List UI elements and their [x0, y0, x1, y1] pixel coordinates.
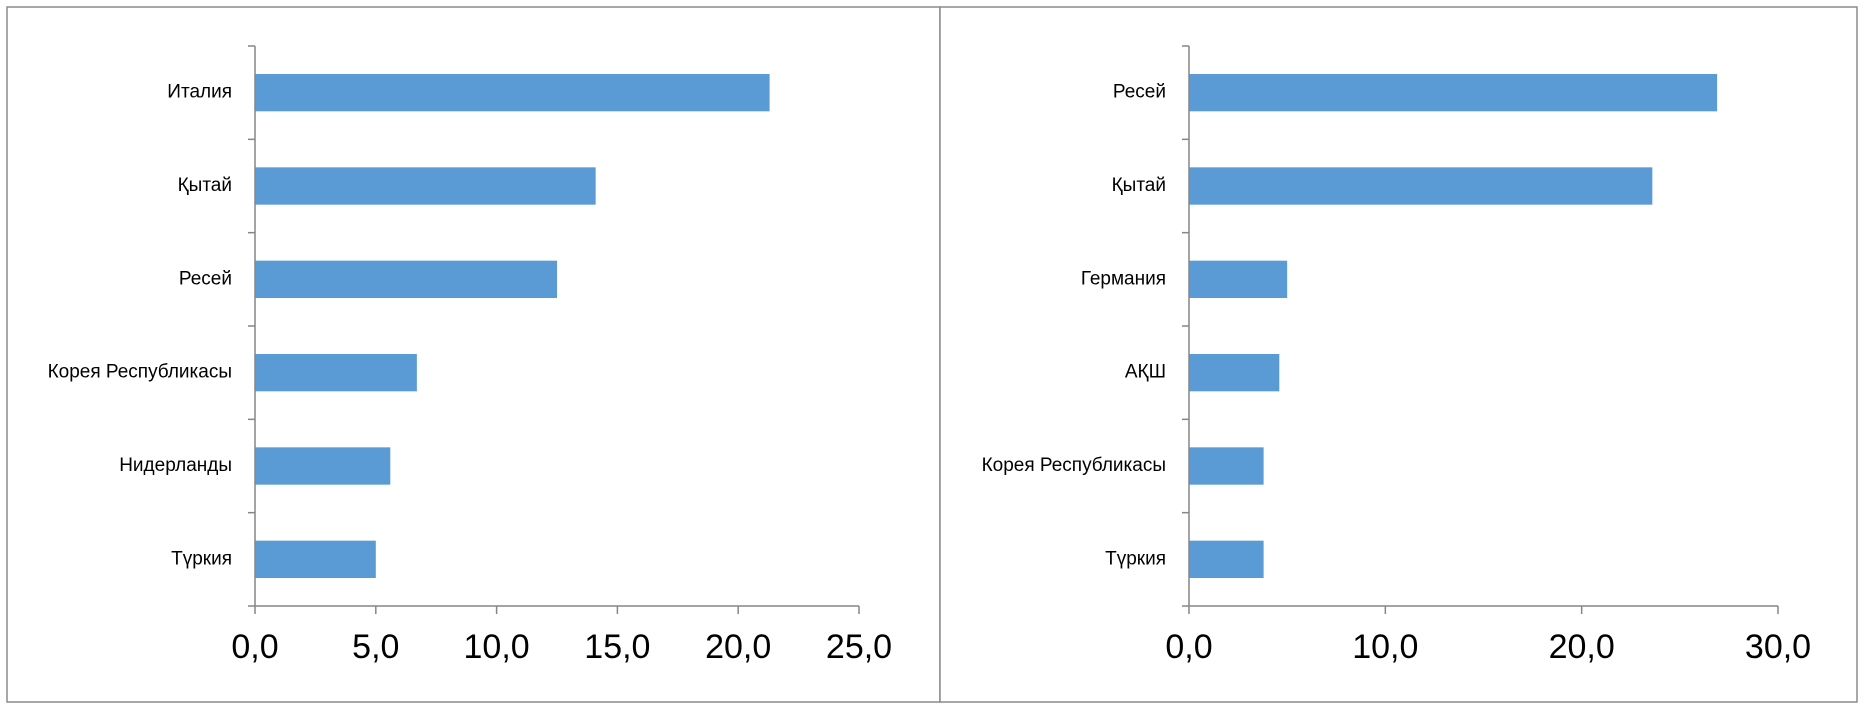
category-label: Нидерланды [119, 455, 232, 476]
category-label: Қытай [1112, 175, 1166, 196]
bar-2 [1189, 167, 1653, 205]
chart-left: Италия Қытай Ресей Корея Республикасы Нидерл… [48, 45, 892, 666]
tick-label: 10,0 [464, 628, 530, 666]
bar-4 [255, 354, 417, 392]
bar-5 [1189, 447, 1264, 485]
category-label: Қытай [178, 175, 232, 196]
bar-1 [255, 74, 770, 112]
tick-label: 0,0 [231, 628, 278, 666]
tick-label: 0,0 [1165, 628, 1212, 666]
tick-label: 15,0 [584, 628, 650, 666]
category-label: Түркия [171, 548, 232, 569]
bar-2 [255, 167, 596, 205]
category-label: Түркия [1105, 548, 1166, 569]
bar-6 [255, 540, 376, 578]
bar-4 [1189, 354, 1280, 392]
tick-label: 20,0 [1549, 628, 1615, 666]
tick-label: 5,0 [352, 628, 399, 666]
bar-5 [255, 447, 391, 485]
chart-frame-right [939, 6, 1858, 703]
category-label: Корея Республикасы [48, 362, 232, 383]
category-label: Ресей [1113, 82, 1166, 103]
category-label: Ресей [179, 268, 232, 289]
bar-6 [1189, 540, 1264, 578]
tick-label: 25,0 [826, 628, 892, 666]
chart-right: Ресей Қытай Германия АҚШ Корея Республикасы Т… [982, 45, 1811, 666]
tick-label: 10,0 [1352, 628, 1418, 666]
tick-label: 20,0 [705, 628, 771, 666]
bar-1 [1189, 74, 1718, 112]
bar-3 [255, 260, 557, 298]
category-label: Корея Республикасы [982, 455, 1166, 476]
category-label: АҚШ [1125, 362, 1166, 383]
tick-label: 30,0 [1745, 628, 1811, 666]
chart-frame-left [6, 6, 941, 703]
category-label: Германия [1081, 268, 1166, 289]
category-label: Италия [167, 82, 232, 103]
bar-3 [1189, 260, 1288, 298]
